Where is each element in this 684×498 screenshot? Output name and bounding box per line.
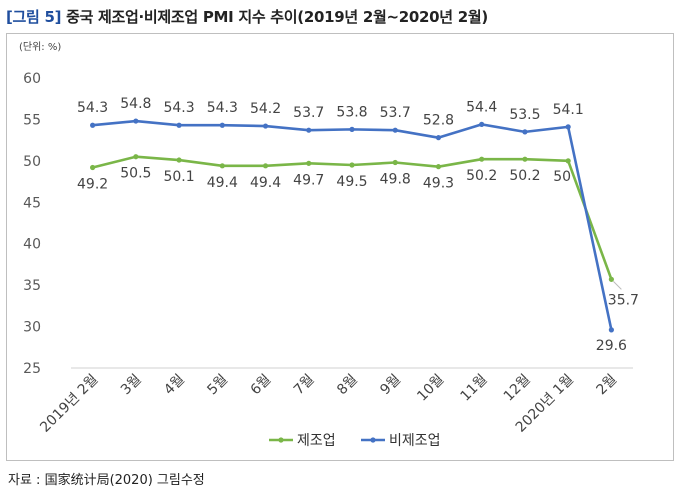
source-note: 자료 : 国家统计局(2020) 그림수정 [8,473,205,488]
x-tick-label: 12월 [501,372,534,405]
x-tick-label: 5월 [204,372,231,399]
data-label: 35.7 [608,292,639,308]
figure-title-text: 중국 제조업·비제조업 PMI 지수 추이(2019년 2월~2020년 2월) [66,8,488,26]
data-point [479,121,485,127]
x-tick-label: 2월 [593,372,620,399]
data-label: 53.7 [293,105,324,121]
data-label: 53.5 [509,107,540,123]
data-point [349,162,355,168]
legend-label: 제조업 [297,433,336,449]
y-tick-label: 25 [23,361,41,377]
data-label: 52.8 [423,113,454,129]
data-label: 50.1 [163,169,194,185]
label-leader-line [613,280,622,290]
data-label: 49.8 [380,172,411,188]
data-label: 54.8 [120,96,151,112]
data-point [219,122,225,128]
data-label: 54.3 [77,100,108,116]
x-tick-label: 4월 [161,372,188,399]
y-tick-label: 55 [23,112,41,128]
data-label: 50.5 [120,166,151,182]
data-label: 53.7 [380,105,411,121]
data-point [262,163,269,169]
y-tick-label: 35 [23,278,41,294]
data-label: 50 [553,169,571,185]
data-point [176,157,182,163]
data-label: 49.2 [77,176,108,192]
data-point [479,156,485,162]
x-tick-label: 9월 [377,372,404,399]
data-point [176,122,182,128]
x-tick-label: 7월 [291,372,318,399]
data-label: 49.4 [207,175,238,191]
y-tick-label: 40 [23,237,41,253]
data-point [565,124,571,130]
data-point [90,164,96,171]
x-tick-label: 3월 [118,372,145,399]
data-label: 50.2 [466,168,497,184]
legend-marker [278,437,284,443]
data-point [90,122,96,128]
data-point [392,127,398,133]
unit-label: (단위: %) [19,40,61,53]
pmi-line-chart: (단위: %) 25 30 35 40 45 50 55 60 2019년 2월 3월 4월 5월 6월 7… [19,40,639,449]
data-point [349,126,355,132]
x-tick-label: 10월 [414,372,447,405]
data-point [306,160,312,166]
data-point [219,163,225,169]
data-point [435,164,442,170]
x-tick-label: 2019년 2월 [37,372,101,436]
data-point [435,135,442,141]
figure-title: [그림 5] 중국 제조업·비제조업 PMI 지수 추이(2019년 2월~20… [6,6,488,27]
data-point [522,129,528,135]
x-tick-label: 6월 [248,372,275,399]
data-label: 49.3 [423,176,454,192]
data-label: 50.2 [509,168,540,184]
data-label: 54.3 [163,100,194,116]
data-label: 54.4 [466,99,497,115]
data-label: 53.8 [336,104,367,120]
series-line-non-manufacturing [92,119,613,331]
data-label: 29.6 [596,338,627,354]
legend-marker [370,437,376,443]
y-tick-label: 60 [23,71,41,87]
x-tick-label: 11월 [457,372,490,405]
data-point [522,156,528,162]
data-point [262,123,269,129]
data-label: 49.4 [250,175,281,191]
data-point [133,154,139,160]
x-tick-label: 8월 [334,372,361,399]
y-tick-label: 50 [23,154,41,170]
data-point [392,159,398,166]
legend-label: 비제조업 [389,433,441,449]
data-point [133,118,139,124]
chart-frame: (단위: %) 25 30 35 40 45 50 55 60 2019년 2월 3월 4월 5월 6월 7… [6,33,674,461]
data-label: 54.1 [553,102,584,118]
data-label: 49.5 [336,174,367,190]
data-label: 54.3 [207,100,238,116]
data-point [565,158,571,164]
y-tick-label: 30 [23,320,41,336]
data-point [608,327,614,333]
data-label: 49.7 [293,172,324,188]
figure-tag: [그림 5] [6,8,62,26]
data-point [306,127,312,133]
y-tick-label: 45 [23,195,41,211]
data-point [608,276,614,282]
data-label: 54.2 [250,101,281,117]
